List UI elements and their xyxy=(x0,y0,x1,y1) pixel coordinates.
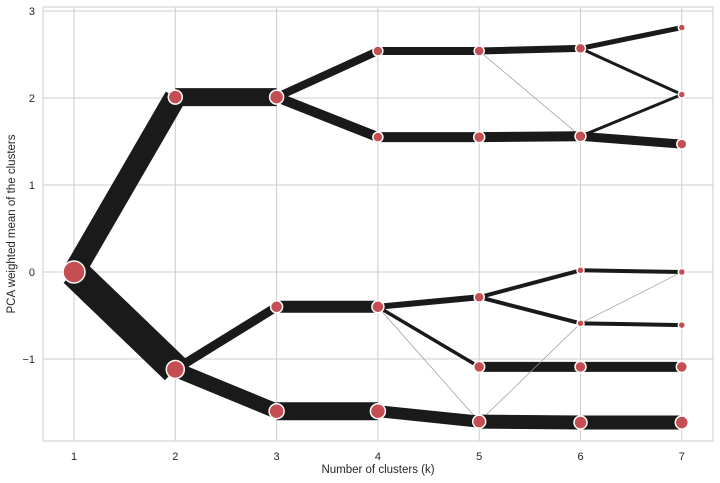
x-tick-label: 2 xyxy=(172,451,178,463)
cluster-node xyxy=(677,320,687,330)
cluster-edge xyxy=(63,261,186,381)
y-tick-label: 1 xyxy=(29,180,35,192)
cluster-node xyxy=(471,414,487,429)
cluster-edge xyxy=(478,295,581,326)
cluster-edge xyxy=(580,131,683,149)
cluster-edge xyxy=(377,294,480,310)
cluster-edge xyxy=(580,268,682,274)
cluster-node xyxy=(473,45,485,57)
x-axis-ticks: 1 2 3 4 5 6 7 xyxy=(71,451,685,463)
y-tick-label: 3 xyxy=(29,6,35,18)
cluster-node xyxy=(372,45,384,57)
cluster-edge xyxy=(580,321,682,328)
cluster-node xyxy=(472,130,486,144)
y-axis-ticks: −1 0 1 2 3 xyxy=(22,6,35,366)
x-tick-label: 1 xyxy=(71,451,77,463)
cluster-node xyxy=(268,402,285,420)
cluster-node xyxy=(369,402,387,420)
cluster-node xyxy=(574,360,587,374)
cluster-edge xyxy=(478,50,581,137)
cluster-edge xyxy=(274,92,380,142)
cluster-nodes xyxy=(62,23,690,430)
cluster-node xyxy=(372,131,384,143)
cluster-edge xyxy=(478,323,581,422)
x-tick-label: 4 xyxy=(375,451,381,463)
cluster-edge xyxy=(579,93,683,138)
cluster-node xyxy=(677,90,687,99)
cluster-edge xyxy=(377,306,480,422)
y-tick-label: 0 xyxy=(29,267,35,279)
cluster-node xyxy=(268,89,285,105)
cluster-node xyxy=(167,89,184,105)
x-tick-label: 5 xyxy=(476,451,482,463)
x-axis-label: Number of clusters (k) xyxy=(321,464,434,476)
cluster-edge xyxy=(274,47,380,101)
cluster-node xyxy=(473,291,485,303)
cluster-edge xyxy=(479,131,581,143)
cluster-node xyxy=(165,359,186,380)
cluster-node xyxy=(576,319,585,328)
cluster-edge xyxy=(580,271,682,324)
cluster-node xyxy=(677,23,687,32)
y-tick-label: −1 xyxy=(22,354,35,366)
cluster-node xyxy=(574,42,587,55)
y-axis-label: PCA weighted mean of the clusters xyxy=(6,134,18,313)
cluster-node xyxy=(677,267,687,277)
cluster-node xyxy=(269,300,284,314)
edges xyxy=(63,25,683,430)
cluster-node xyxy=(676,138,688,150)
cluster-node xyxy=(371,300,385,314)
cluster-node xyxy=(674,415,690,430)
x-tick-label: 7 xyxy=(679,451,685,463)
cluster-edge xyxy=(579,47,683,96)
cluster-edge xyxy=(478,268,582,300)
y-tick-label: 2 xyxy=(29,93,35,105)
cluster-node xyxy=(675,360,689,374)
x-tick-label: 3 xyxy=(274,451,280,463)
cluster-edge xyxy=(377,305,481,369)
cluster-edge xyxy=(172,362,280,419)
cluster-node xyxy=(62,260,86,284)
cluster-edge xyxy=(579,25,683,51)
cluster-edge xyxy=(377,405,480,428)
cluster-edge xyxy=(479,44,581,55)
cluster-edge xyxy=(172,302,279,374)
cluster-edge xyxy=(64,91,185,278)
x-tick-label: 6 xyxy=(577,451,583,463)
cluster-node xyxy=(576,266,585,275)
cluster-node xyxy=(574,130,587,143)
cluster-node xyxy=(573,415,588,430)
cluster-node xyxy=(472,360,486,374)
cluster-edge xyxy=(479,414,581,430)
